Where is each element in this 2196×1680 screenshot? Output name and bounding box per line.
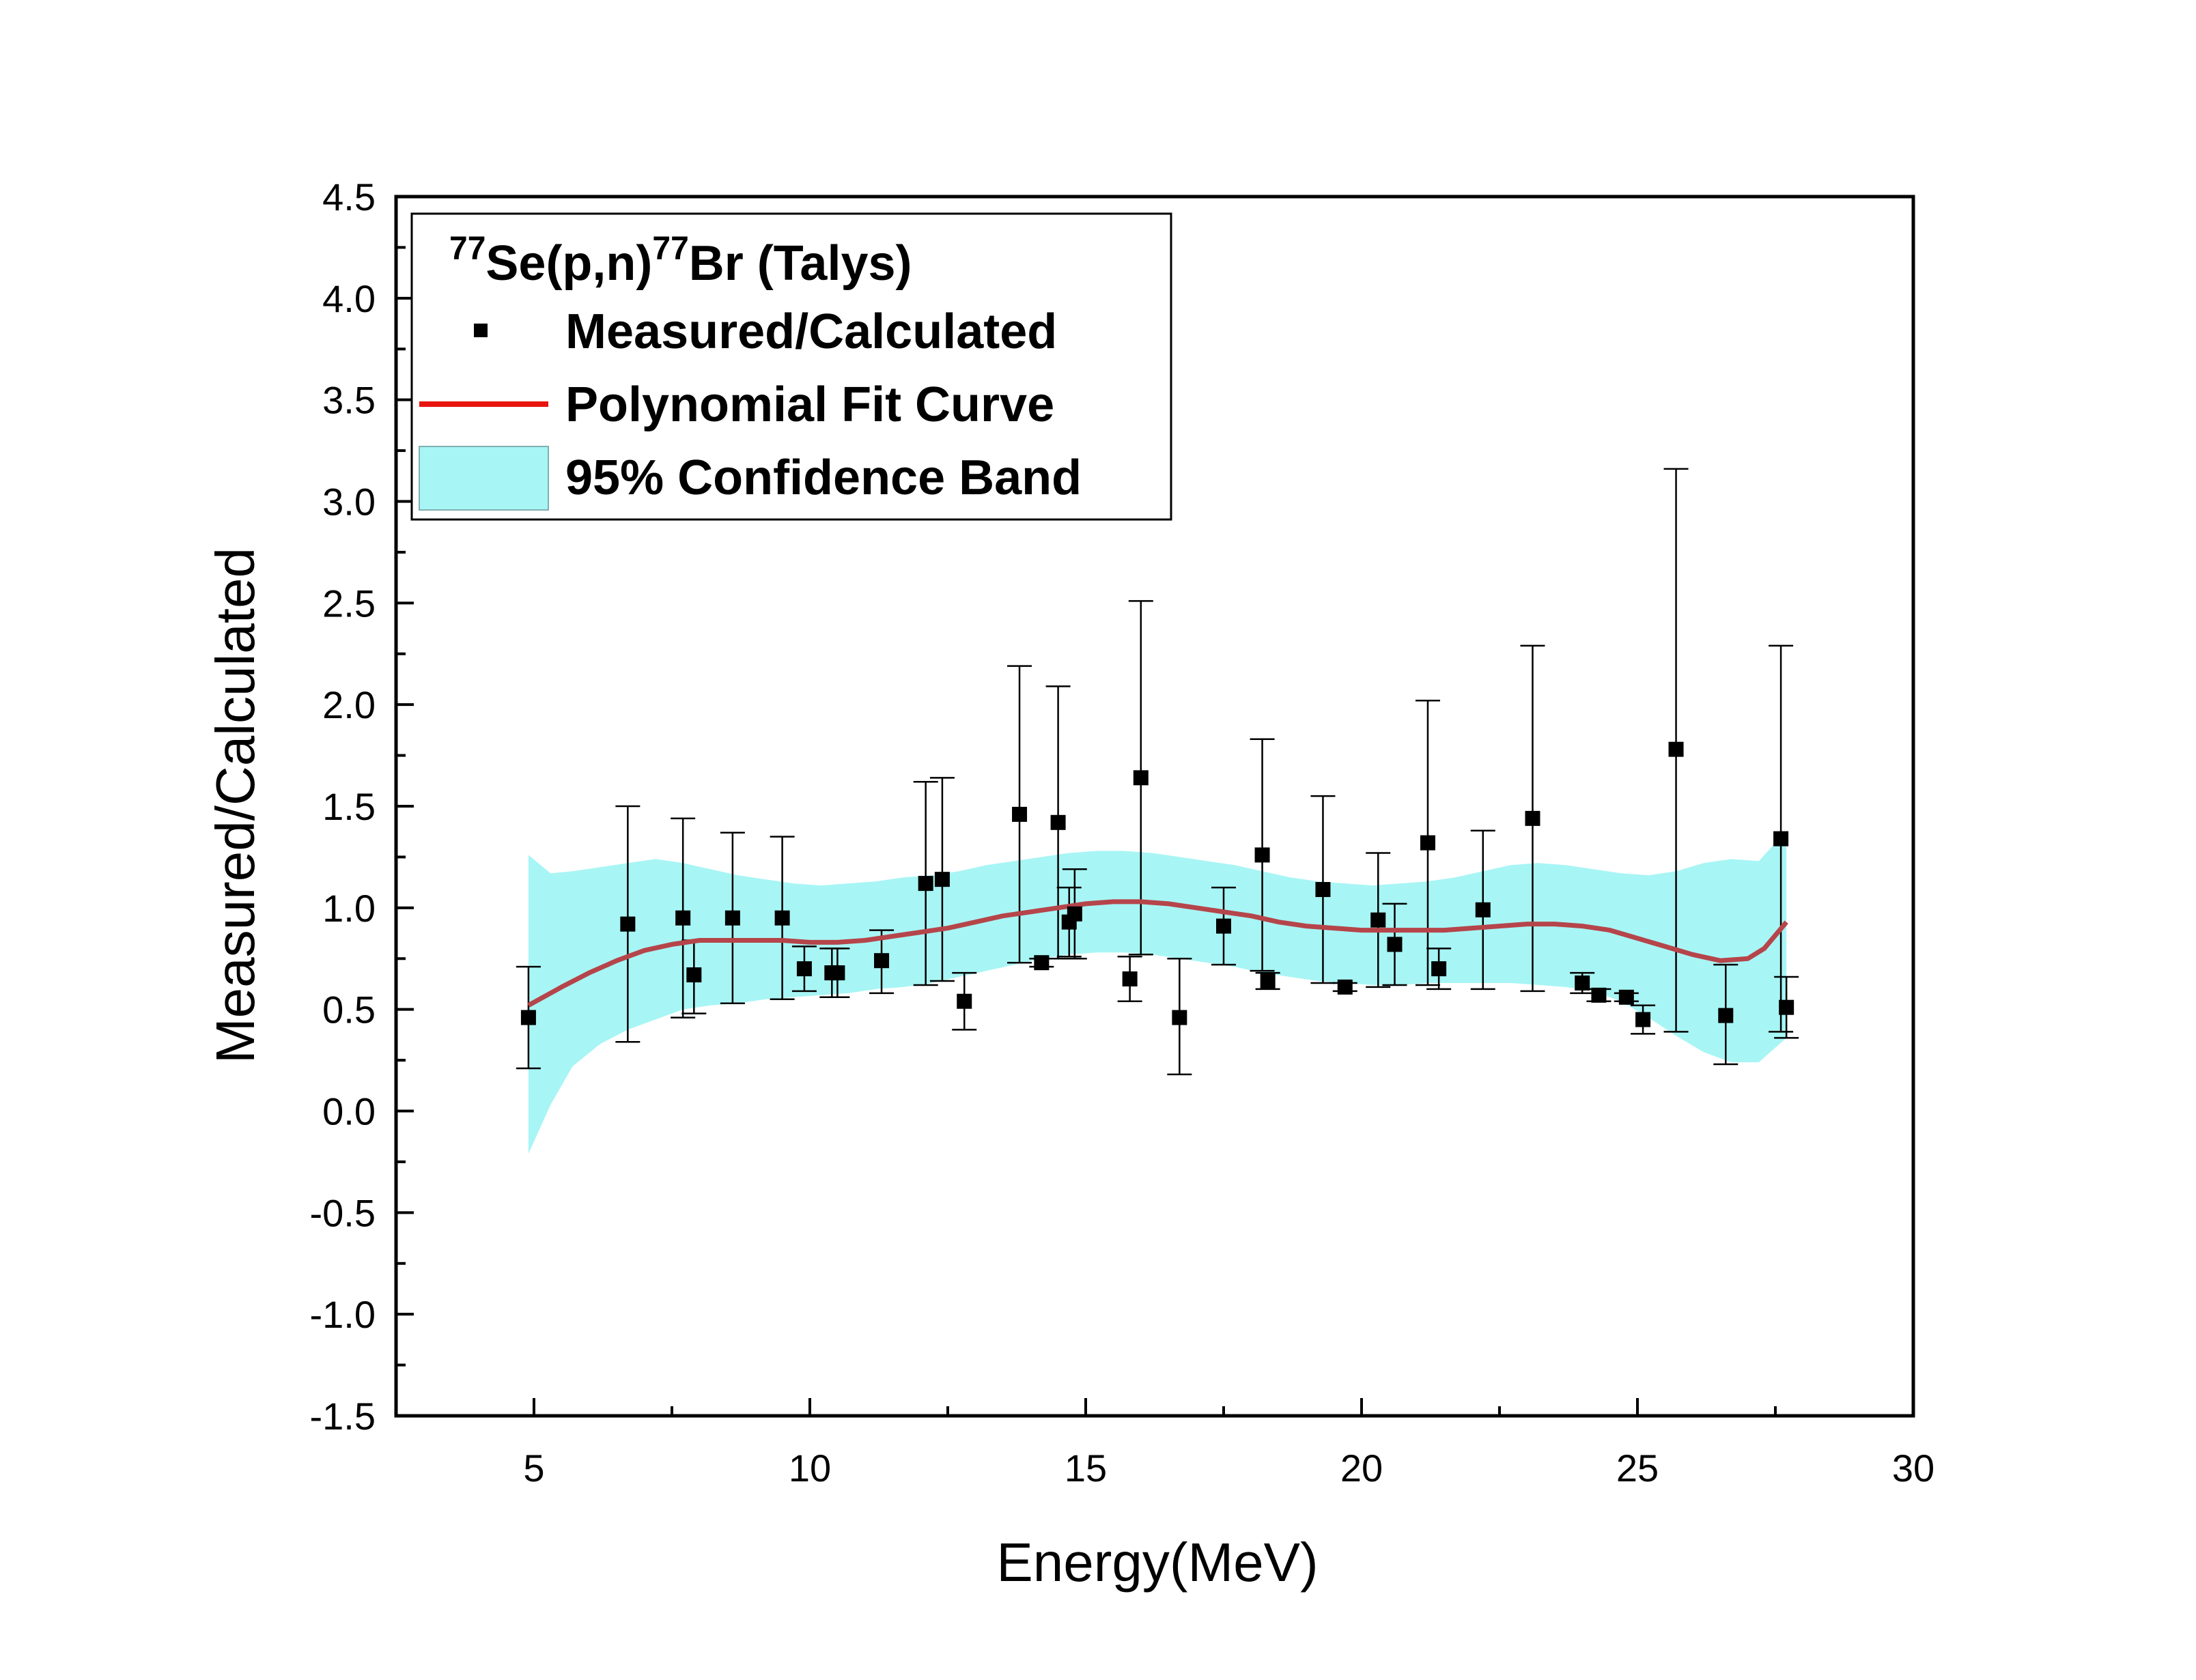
data-point bbox=[774, 910, 790, 926]
legend-heading-sup2: 77 bbox=[652, 231, 688, 267]
y-tick-label: 1.5 bbox=[322, 785, 376, 828]
legend-heading-main1: Se(p,n) bbox=[485, 236, 652, 291]
x-tick-label: 30 bbox=[1892, 1447, 1934, 1490]
data-point bbox=[520, 1010, 536, 1025]
legend-band-swatch bbox=[419, 446, 549, 511]
data-point bbox=[675, 910, 691, 926]
data-point bbox=[1635, 1012, 1651, 1027]
y-tick-label: -1.5 bbox=[310, 1395, 376, 1438]
data-point bbox=[1591, 987, 1607, 1003]
data-point bbox=[724, 910, 740, 926]
y-tick-label: 1.0 bbox=[322, 887, 376, 930]
legend: 77Se(p,n)77Br (Talys) Measured/Calculate… bbox=[410, 212, 1172, 521]
legend-entry-fit: Polynomial Fit Curve bbox=[565, 378, 1054, 432]
data-point bbox=[874, 953, 890, 969]
fit-curve-layer bbox=[527, 899, 1788, 1008]
data-point bbox=[1420, 835, 1435, 851]
y-tick-label: -0.5 bbox=[310, 1191, 376, 1234]
x-tick-label: 15 bbox=[1065, 1447, 1107, 1490]
y-tick-label: 0.0 bbox=[322, 1090, 376, 1133]
data-point bbox=[1618, 989, 1634, 1005]
legend-heading-sup1: 77 bbox=[449, 231, 485, 267]
data-point bbox=[1718, 1008, 1734, 1023]
y-tick-label: 0.5 bbox=[322, 988, 376, 1031]
x-tick-label: 20 bbox=[1340, 1447, 1383, 1490]
data-point bbox=[1525, 810, 1540, 826]
y-tick-label: -1.0 bbox=[310, 1293, 376, 1336]
data-point bbox=[1773, 831, 1789, 846]
data-point bbox=[1050, 814, 1066, 830]
legend-heading-main2: Br (Talys) bbox=[689, 236, 912, 291]
data-point bbox=[1012, 806, 1028, 822]
legend-heading: 77Se(p,n)77Br (Talys) bbox=[449, 231, 912, 291]
data-point bbox=[1034, 955, 1050, 971]
y-tick-label: 3.5 bbox=[322, 379, 376, 422]
y-axis-label: Measured/Calculated bbox=[205, 547, 266, 1064]
data-point bbox=[1387, 937, 1403, 952]
data-point bbox=[957, 993, 972, 1009]
data-point bbox=[1668, 741, 1684, 757]
data-point bbox=[1260, 973, 1276, 988]
confidence-band bbox=[528, 830, 1787, 1154]
data-point bbox=[620, 916, 636, 932]
data-point bbox=[1172, 1010, 1187, 1025]
x-tick-label: 10 bbox=[789, 1447, 831, 1490]
data-point-layer bbox=[520, 741, 1794, 1027]
data-point bbox=[1370, 912, 1386, 928]
data-point bbox=[1337, 979, 1353, 995]
data-point bbox=[1254, 847, 1270, 863]
data-point bbox=[1779, 999, 1794, 1015]
data-point bbox=[1475, 902, 1491, 917]
data-point bbox=[830, 965, 845, 981]
y-tick-label: 4.0 bbox=[322, 277, 376, 320]
y-tick-label: 2.5 bbox=[322, 582, 376, 625]
data-point bbox=[934, 872, 950, 887]
legend-entry-measured: Measured/Calculated bbox=[565, 304, 1057, 359]
legend-entry-band: 95% Confidence Band bbox=[565, 451, 1082, 505]
confidence-band-layer bbox=[528, 830, 1787, 1154]
data-point bbox=[686, 967, 702, 983]
tick-layer: 5 10 15 20 25 30 -1.5 -1.0 -0.5 0.0 0.5 1.0 1.5 2.0 2.… bbox=[310, 175, 1935, 1490]
x-tick-label: 5 bbox=[523, 1447, 544, 1490]
data-point bbox=[796, 961, 812, 977]
data-point bbox=[1216, 918, 1231, 934]
data-point bbox=[1431, 961, 1447, 977]
data-point bbox=[1315, 882, 1331, 898]
legend-point-swatch bbox=[474, 324, 488, 337]
data-point bbox=[1133, 770, 1149, 786]
data-point bbox=[1575, 975, 1590, 991]
data-point bbox=[1067, 906, 1082, 922]
y-tick-label: 4.5 bbox=[322, 175, 376, 218]
x-tick-label: 25 bbox=[1616, 1447, 1659, 1490]
x-axis-label: Energy(MeV) bbox=[996, 1532, 1318, 1593]
data-point bbox=[1122, 971, 1138, 987]
y-tick-label: 2.0 bbox=[322, 683, 376, 726]
y-tick-label: 3.0 bbox=[322, 481, 376, 524]
data-point bbox=[918, 876, 933, 892]
polynomial-fit-curve bbox=[527, 899, 1788, 1008]
